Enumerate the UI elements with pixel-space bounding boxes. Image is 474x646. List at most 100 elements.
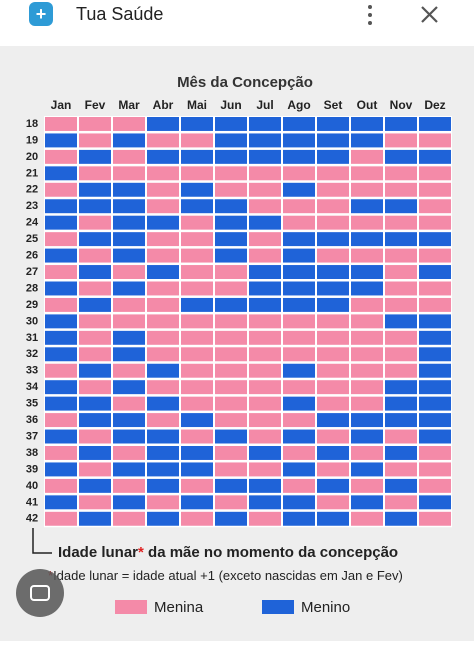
age-label: 42 <box>26 513 38 525</box>
cell <box>249 133 281 148</box>
cell <box>113 166 145 181</box>
cell <box>215 446 247 460</box>
cell <box>79 166 111 181</box>
cell <box>351 330 383 345</box>
cell <box>215 215 247 230</box>
cell <box>317 363 349 378</box>
app-icon[interactable] <box>29 2 53 26</box>
app-icon-plus: + <box>36 4 47 24</box>
cell <box>181 133 213 148</box>
cell <box>215 330 247 345</box>
cell <box>147 166 179 181</box>
cell <box>283 215 315 230</box>
cell <box>113 446 145 460</box>
row-bg <box>44 148 452 166</box>
cell <box>181 478 213 493</box>
cell <box>351 380 383 395</box>
cell <box>215 265 247 279</box>
cell <box>385 166 417 181</box>
close-button[interactable] <box>421 6 438 23</box>
cell <box>45 314 77 329</box>
row-bg <box>44 362 452 380</box>
cell <box>113 314 145 329</box>
cell <box>351 495 383 510</box>
cell <box>351 478 383 493</box>
month-label: Fev <box>85 98 106 112</box>
cell <box>113 281 145 296</box>
cell <box>113 429 145 444</box>
cell <box>249 117 281 131</box>
lens-icon <box>30 585 50 601</box>
cell <box>79 446 111 460</box>
cell <box>317 396 349 411</box>
cell <box>283 166 315 181</box>
cell <box>79 429 111 444</box>
cell <box>283 199 315 214</box>
cell <box>385 199 417 214</box>
cell <box>249 478 281 493</box>
cell <box>419 133 451 148</box>
age-label: 21 <box>26 167 38 179</box>
cell <box>351 396 383 411</box>
row-bg <box>44 198 452 215</box>
cell <box>283 314 315 329</box>
cell <box>351 248 383 263</box>
cell <box>317 199 349 214</box>
top-bar <box>0 0 474 46</box>
cell <box>249 297 281 312</box>
month-label: Out <box>357 98 378 112</box>
row-bg <box>44 445 452 462</box>
cell <box>249 429 281 444</box>
cell <box>79 117 111 131</box>
cell <box>215 462 247 477</box>
row-bg <box>44 280 452 297</box>
cell <box>317 149 349 164</box>
cell <box>215 199 247 214</box>
cell <box>419 149 451 164</box>
cell <box>181 347 213 362</box>
age-label: 33 <box>26 365 38 377</box>
age-label: 28 <box>26 282 38 294</box>
cell <box>283 232 315 247</box>
cell <box>45 265 77 279</box>
cell <box>45 495 77 510</box>
age-label: 25 <box>26 233 38 245</box>
cell <box>317 117 349 131</box>
cell <box>249 265 281 279</box>
cell <box>249 281 281 296</box>
cell <box>351 117 383 131</box>
row-bg <box>44 510 452 528</box>
menu-button[interactable] <box>368 5 372 25</box>
month-label: Jun <box>220 98 241 112</box>
cell <box>351 347 383 362</box>
cell <box>181 297 213 312</box>
cell <box>249 462 281 477</box>
cell <box>79 347 111 362</box>
legend-label: Menina <box>154 599 204 616</box>
age-label: 34 <box>26 381 39 393</box>
legend-swatch <box>115 600 147 614</box>
cell <box>317 429 349 444</box>
cell <box>419 363 451 378</box>
cell <box>45 199 77 214</box>
cell <box>283 478 315 493</box>
cell <box>419 215 451 230</box>
cell <box>79 232 111 247</box>
cell <box>147 495 179 510</box>
lens-button[interactable] <box>16 569 64 617</box>
age-label: 41 <box>26 496 38 508</box>
cell <box>419 413 451 428</box>
cell <box>419 396 451 411</box>
cell <box>283 133 315 148</box>
cell <box>79 413 111 428</box>
note: *Idade lunar = idade atual +1 (exceto na… <box>48 568 403 583</box>
cell <box>113 462 145 477</box>
cell <box>181 166 213 181</box>
footnote-rest: da mãe no momento da concepção <box>144 544 398 561</box>
cell <box>45 511 77 526</box>
cell <box>317 232 349 247</box>
cell <box>385 182 417 197</box>
cell <box>79 462 111 477</box>
cell <box>385 248 417 263</box>
cell <box>283 182 315 197</box>
